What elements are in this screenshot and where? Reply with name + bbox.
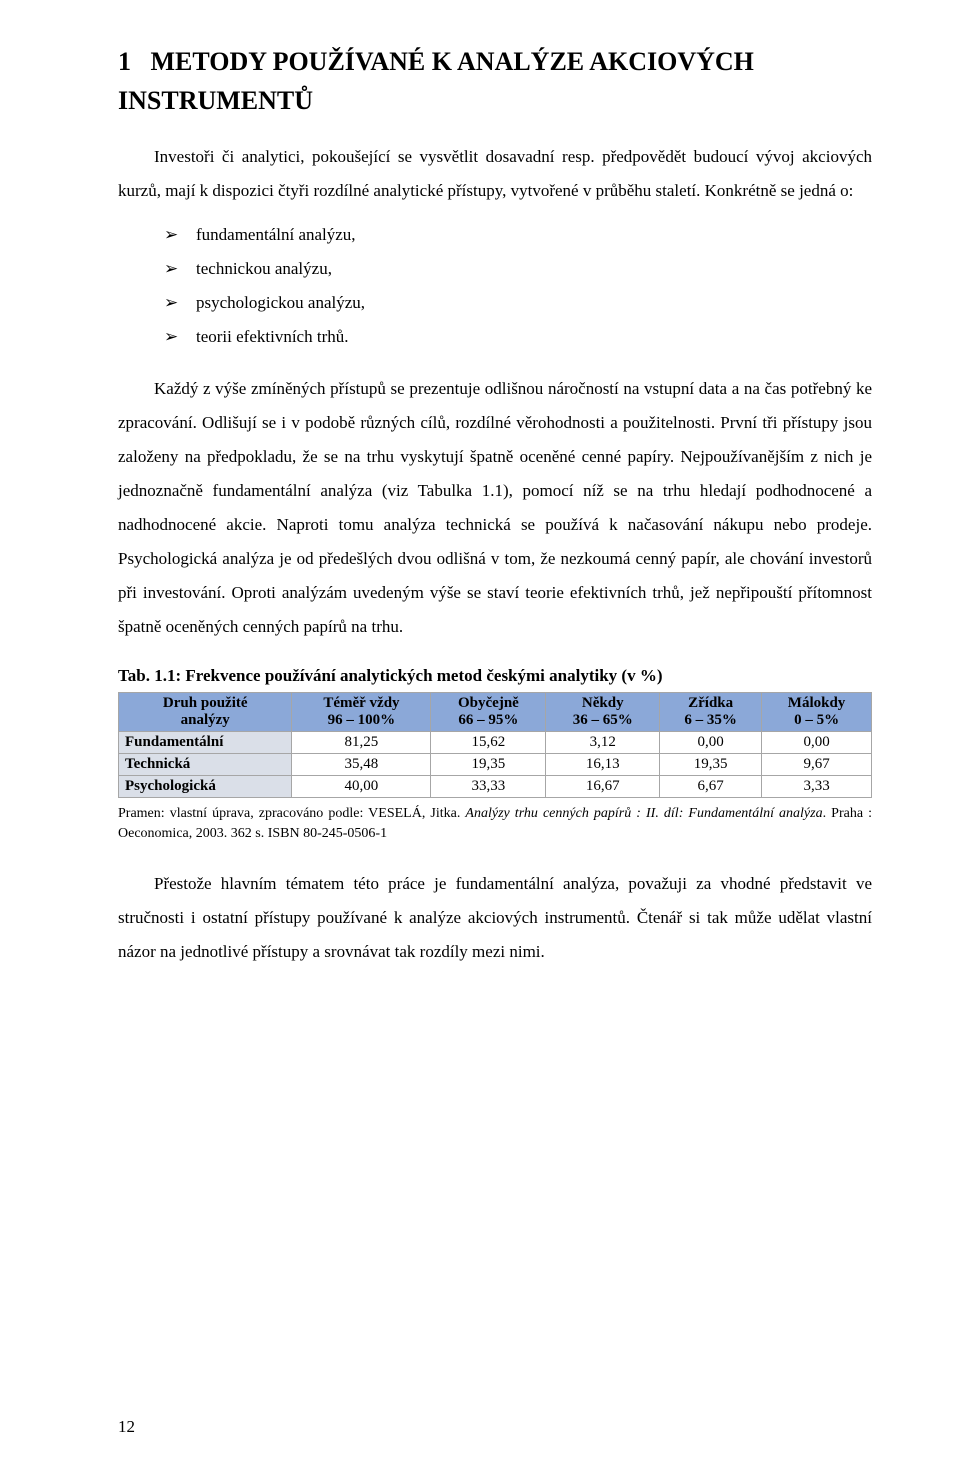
intro-paragraph: Investoři či analytici, pokoušející se v… bbox=[118, 140, 872, 208]
list-item: fundamentální analýzu, bbox=[164, 218, 872, 252]
cell: 40,00 bbox=[292, 776, 431, 798]
col-header-line2: 36 – 65% bbox=[552, 712, 653, 729]
col-header-line2: 6 – 35% bbox=[666, 712, 755, 729]
chapter-heading: 1 METODY POUŽÍVANÉ K ANALÝZE AKCIOVÝCH I… bbox=[118, 42, 872, 120]
chapter-title: METODY POUŽÍVANÉ K ANALÝZE AKCIOVÝCH INS… bbox=[118, 47, 754, 115]
col-header: Druh použité analýzy bbox=[119, 693, 292, 732]
chapter-number: 1 bbox=[118, 42, 144, 81]
list-item: technickou analýzu, bbox=[164, 252, 872, 286]
cell: 9,67 bbox=[762, 754, 872, 776]
page-number: 12 bbox=[118, 1417, 135, 1437]
col-header-line1: Zřídka bbox=[688, 695, 733, 711]
col-header: Málokdy 0 – 5% bbox=[762, 693, 872, 732]
list-item: psychologickou analýzu, bbox=[164, 286, 872, 320]
cell: 16,67 bbox=[546, 776, 660, 798]
col-header-line1: Málokdy bbox=[788, 695, 846, 711]
cell: 33,33 bbox=[431, 776, 546, 798]
body-paragraph: Každý z výše zmíněných přístupů se preze… bbox=[118, 372, 872, 644]
table-row: Technická 35,48 19,35 16,13 19,35 9,67 bbox=[119, 754, 872, 776]
cell: 81,25 bbox=[292, 732, 431, 754]
table-source: Pramen: vlastní úprava, zpracováno podle… bbox=[118, 804, 872, 843]
col-header: Téměř vždy 96 – 100% bbox=[292, 693, 431, 732]
col-header-line1: Druh použité bbox=[163, 695, 248, 711]
list-item: teorii efektivních trhů. bbox=[164, 320, 872, 354]
row-label: Fundamentální bbox=[119, 732, 292, 754]
col-header-line2: 66 – 95% bbox=[437, 712, 539, 729]
col-header-line1: Někdy bbox=[582, 695, 624, 711]
row-label: Psychologická bbox=[119, 776, 292, 798]
cell: 6,67 bbox=[660, 776, 762, 798]
col-header: Obyčejně 66 – 95% bbox=[431, 693, 546, 732]
source-prefix: Pramen: vlastní úprava, zpracováno podle… bbox=[118, 806, 465, 821]
col-header-line2: 0 – 5% bbox=[768, 712, 865, 729]
col-header-line1: Obyčejně bbox=[458, 695, 519, 711]
cell: 0,00 bbox=[762, 732, 872, 754]
cell: 19,35 bbox=[431, 754, 546, 776]
frequency-table: Druh použité analýzy Téměř vždy 96 – 100… bbox=[118, 692, 872, 798]
row-label: Technická bbox=[119, 754, 292, 776]
col-header: Někdy 36 – 65% bbox=[546, 693, 660, 732]
cell: 16,13 bbox=[546, 754, 660, 776]
table-caption: Tab. 1.1: Frekvence používání analytický… bbox=[118, 666, 872, 686]
page: 1 METODY POUŽÍVANÉ K ANALÝZE AKCIOVÝCH I… bbox=[0, 0, 960, 1477]
source-italic: Analýzy trhu cenných papírů : II. díl: F… bbox=[465, 806, 822, 821]
cell: 19,35 bbox=[660, 754, 762, 776]
table-row: Psychologická 40,00 33,33 16,67 6,67 3,3… bbox=[119, 776, 872, 798]
cell: 3,33 bbox=[762, 776, 872, 798]
cell: 3,12 bbox=[546, 732, 660, 754]
col-header-line2: analýzy bbox=[125, 712, 285, 729]
table-header-row: Druh použité analýzy Téměř vždy 96 – 100… bbox=[119, 693, 872, 732]
col-header: Zřídka 6 – 35% bbox=[660, 693, 762, 732]
col-header-line1: Téměř vždy bbox=[323, 695, 399, 711]
bullet-list: fundamentální analýzu, technickou analýz… bbox=[118, 218, 872, 354]
cell: 15,62 bbox=[431, 732, 546, 754]
cell: 0,00 bbox=[660, 732, 762, 754]
col-header-line2: 96 – 100% bbox=[298, 712, 424, 729]
table-row: Fundamentální 81,25 15,62 3,12 0,00 0,00 bbox=[119, 732, 872, 754]
cell: 35,48 bbox=[292, 754, 431, 776]
closing-paragraph: Přestože hlavním tématem této práce je f… bbox=[118, 867, 872, 969]
